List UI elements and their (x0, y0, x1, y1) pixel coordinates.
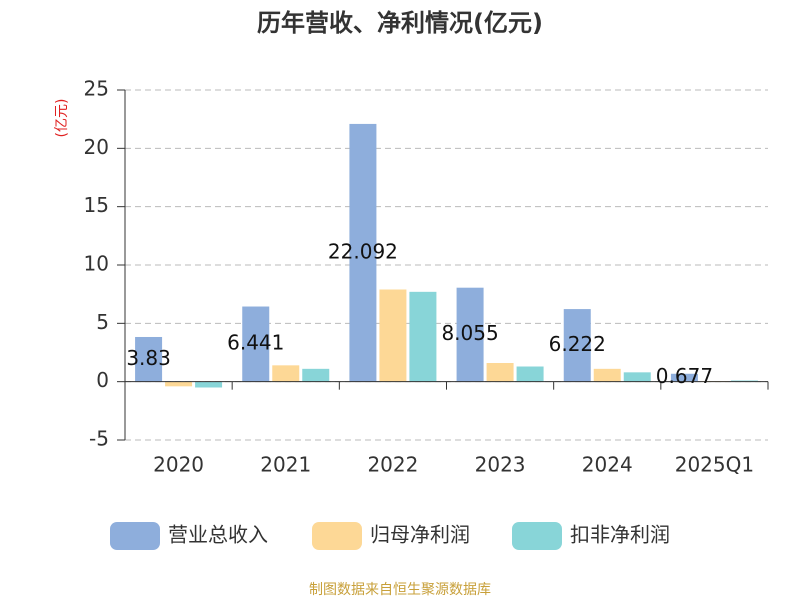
bar (349, 123, 377, 382)
bar (379, 289, 407, 382)
x-tick-label: 2022 (367, 453, 418, 477)
y-tick-label: 25 (84, 77, 109, 101)
data-label: 6.441 (227, 331, 284, 355)
legend-label: 营业总收入 (168, 523, 268, 547)
legend-swatch (110, 522, 160, 550)
data-label: 3.83 (126, 346, 171, 370)
y-tick-label: 0 (96, 368, 109, 392)
bar (593, 368, 621, 382)
y-tick-label: 10 (84, 252, 109, 276)
y-tick-label: 20 (84, 135, 109, 159)
data-label: 22.092 (328, 239, 398, 263)
source-note: 制图数据来自恒生聚源数据库 (309, 582, 491, 598)
bar (516, 366, 544, 382)
y-tick-label: 5 (96, 310, 109, 334)
bar (623, 372, 651, 382)
bar (563, 309, 591, 382)
data-label: 0.677 (656, 364, 713, 388)
bar (195, 381, 223, 388)
x-tick-label: 2020 (153, 453, 204, 477)
bar (409, 291, 437, 382)
bar (670, 373, 698, 382)
data-label: 8.055 (441, 321, 498, 345)
bar (730, 380, 758, 382)
bar (242, 306, 270, 382)
legend-label: 扣非净利润 (570, 523, 670, 547)
x-tick-label: 2023 (475, 453, 526, 477)
bar (165, 381, 193, 387)
y-tick-label: 15 (84, 193, 109, 217)
bar (272, 365, 300, 382)
data-label: 6.222 (549, 332, 606, 356)
chart-title: 历年营收、净利情况(亿元) (257, 9, 543, 37)
x-tick-label: 2021 (260, 453, 311, 477)
bar (456, 287, 484, 382)
x-tick-label: 2025Q1 (675, 453, 754, 477)
x-tick-label: 2024 (582, 453, 633, 477)
y-tick-label: -5 (89, 427, 109, 451)
bar (486, 363, 514, 382)
y-axis-label: (亿元) (54, 99, 70, 138)
bar (302, 368, 330, 382)
legend-label: 归母净利润 (370, 523, 470, 547)
legend-swatch (512, 522, 562, 550)
bar (135, 336, 163, 382)
legend-swatch (312, 522, 362, 550)
